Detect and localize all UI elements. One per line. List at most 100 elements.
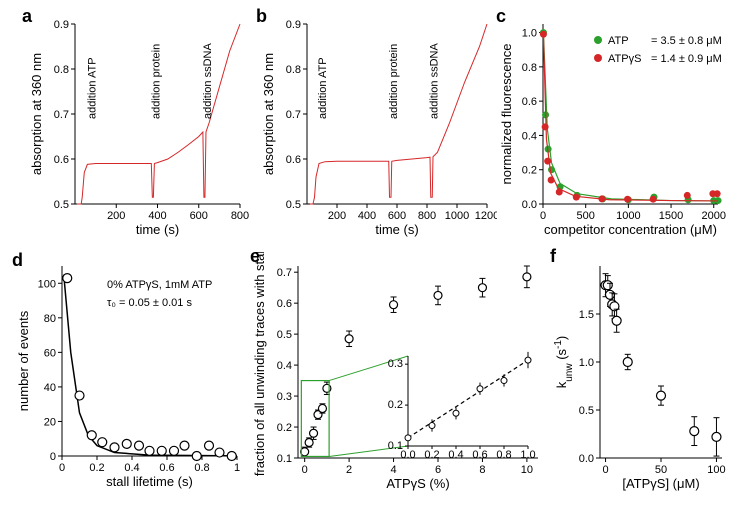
svg-text:number of events: number of events	[16, 310, 31, 411]
svg-text:normalized fluorescence: normalized fluorescence	[499, 44, 514, 185]
svg-text:0.8: 0.8	[522, 62, 537, 74]
svg-text:0: 0	[302, 464, 308, 476]
svg-text:60: 60	[44, 347, 56, 359]
svg-text:1.0: 1.0	[522, 28, 537, 40]
svg-text:2: 2	[346, 464, 352, 476]
svg-text:competitor concentration (μM): competitor concentration (μM)	[544, 222, 717, 237]
svg-text:ATPγS: ATPγS	[608, 53, 641, 65]
svg-text:addition ATP: addition ATP	[317, 57, 329, 119]
svg-text:0.4: 0.4	[124, 462, 139, 474]
svg-text:1000: 1000	[616, 210, 640, 222]
svg-text:80: 80	[44, 313, 56, 325]
svg-text:0.6: 0.6	[277, 298, 292, 310]
svg-text:0.9: 0.9	[54, 19, 69, 31]
svg-text:0.8: 0.8	[496, 449, 511, 461]
svg-text:0.0: 0.0	[522, 199, 537, 211]
panel-f-chart: 0 50 100 0.0 0.5 1.0 1.5 [ATPγS] (μM) kunw (s-1)	[552, 252, 731, 504]
svg-text:addition ssDNA: addition ssDNA	[429, 43, 441, 119]
svg-text:0.0: 0.0	[579, 453, 594, 465]
svg-text:0.4: 0.4	[277, 360, 292, 372]
svg-text:= 3.5 ± 0.8 μM: = 3.5 ± 0.8 μM	[651, 35, 722, 47]
svg-text:fraction of all unwinding trac: fraction of all unwinding traces with st…	[252, 252, 267, 476]
svg-text:800: 800	[418, 210, 436, 222]
svg-text:0: 0	[540, 210, 546, 222]
svg-text:0.6: 0.6	[159, 462, 174, 474]
svg-text:600: 600	[190, 210, 208, 222]
svg-text:[ATPγS] (μM): [ATPγS] (μM)	[622, 476, 699, 491]
svg-text:50: 50	[655, 464, 667, 476]
svg-text:0.3: 0.3	[388, 358, 403, 370]
svg-text:kunw (s-1): kunw (s-1)	[553, 336, 575, 389]
svg-text:0: 0	[59, 462, 65, 474]
svg-text:absorption at 360 nm: absorption at 360 nm	[261, 53, 276, 175]
svg-text:1: 1	[234, 462, 240, 474]
svg-text:time (s): time (s)	[136, 222, 179, 237]
svg-text:0% ATPγS, 1mM ATP: 0% ATPγS, 1mM ATP	[107, 279, 212, 291]
svg-text:0.6: 0.6	[286, 154, 301, 166]
svg-text:time (s): time (s)	[375, 222, 418, 237]
svg-text:0.2: 0.2	[522, 165, 537, 177]
panel-c-chart: 05001000150020000.00.20.40.60.81.0compet…	[498, 10, 730, 245]
svg-text:4: 4	[390, 464, 396, 476]
svg-text:0.4: 0.4	[448, 449, 463, 461]
svg-text:= 1.4 ± 0.9 μM: = 1.4 ± 0.9 μM	[651, 53, 722, 65]
svg-text:addition protein: addition protein	[388, 44, 400, 119]
svg-text:0.1: 0.1	[277, 453, 292, 465]
svg-text:1200: 1200	[475, 210, 497, 222]
svg-text:200: 200	[328, 210, 346, 222]
svg-text:1.0: 1.0	[579, 357, 594, 369]
svg-text:8: 8	[479, 464, 485, 476]
svg-text:0.6: 0.6	[54, 154, 69, 166]
svg-text:100: 100	[707, 464, 725, 476]
svg-text:800: 800	[231, 210, 249, 222]
svg-text:100: 100	[38, 278, 56, 290]
svg-text:40: 40	[44, 382, 56, 394]
svg-text:0.5: 0.5	[286, 199, 301, 211]
svg-text:0.4: 0.4	[522, 130, 537, 142]
svg-text:0.5: 0.5	[579, 405, 594, 417]
panel-e-chart: 0 2 4 6 8 10 0.1 0.2 0.3 0.4 0.5 0.6 0.7 ATPγS (%) fra…	[248, 252, 548, 504]
svg-text:1.0: 1.0	[520, 449, 535, 461]
svg-text:0.9: 0.9	[286, 19, 301, 31]
svg-text:0.7: 0.7	[277, 267, 292, 279]
svg-text:0.2: 0.2	[89, 462, 104, 474]
panel-b-chart: 200 400 600 800 1000 1200 0.5 0.6 0.7 0.8 0.9 time …	[252, 10, 497, 245]
svg-text:0.2: 0.2	[277, 422, 292, 434]
svg-text:0.8: 0.8	[194, 462, 209, 474]
svg-text:600: 600	[388, 210, 406, 222]
svg-text:1500: 1500	[659, 210, 683, 222]
svg-text:20: 20	[44, 416, 56, 428]
panel-a-chart: 200 400 600 800 0.5 0.6 0.7 0.8 0.9 time (s) absor…	[20, 10, 250, 245]
svg-text:0.5: 0.5	[54, 199, 69, 211]
svg-text:0.5: 0.5	[277, 329, 292, 341]
svg-text:addition protein: addition protein	[150, 44, 162, 119]
svg-text:10: 10	[521, 464, 533, 476]
svg-text:0.6: 0.6	[522, 96, 537, 108]
svg-text:0.2: 0.2	[424, 449, 439, 461]
svg-text:1000: 1000	[445, 210, 469, 222]
svg-text:6: 6	[435, 464, 441, 476]
svg-text:0.2: 0.2	[388, 399, 403, 411]
svg-text:0.1: 0.1	[388, 440, 403, 452]
panel-d-chart: 0 0.2 0.4 0.6 0.8 1 0 20 40 60 80 100 stall lifetime…	[12, 252, 244, 500]
svg-text:400: 400	[148, 210, 166, 222]
svg-text:200: 200	[107, 210, 125, 222]
svg-text:stall lifetime (s): stall lifetime (s)	[106, 474, 193, 489]
svg-text:1.5: 1.5	[579, 309, 594, 321]
svg-text:0.8: 0.8	[54, 64, 69, 76]
svg-text:ATP: ATP	[608, 35, 629, 47]
svg-text:500: 500	[577, 210, 595, 222]
svg-text:τ₀ = 0.05 ± 0.01 s: τ₀ = 0.05 ± 0.01 s	[107, 297, 192, 309]
svg-text:0.7: 0.7	[54, 109, 69, 121]
svg-text:absorption at 360 nm: absorption at 360 nm	[29, 53, 44, 175]
svg-text:0.6: 0.6	[472, 449, 487, 461]
svg-text:0.8: 0.8	[286, 64, 301, 76]
svg-text:0.3: 0.3	[277, 391, 292, 403]
svg-text:addition ATP: addition ATP	[86, 57, 98, 119]
svg-text:addition ssDNA: addition ssDNA	[202, 43, 214, 119]
svg-text:0: 0	[602, 464, 608, 476]
svg-text:0.7: 0.7	[286, 109, 301, 121]
svg-text:0: 0	[50, 451, 56, 463]
svg-text:400: 400	[358, 210, 376, 222]
svg-text:ATPγS (%): ATPγS (%)	[386, 476, 449, 491]
